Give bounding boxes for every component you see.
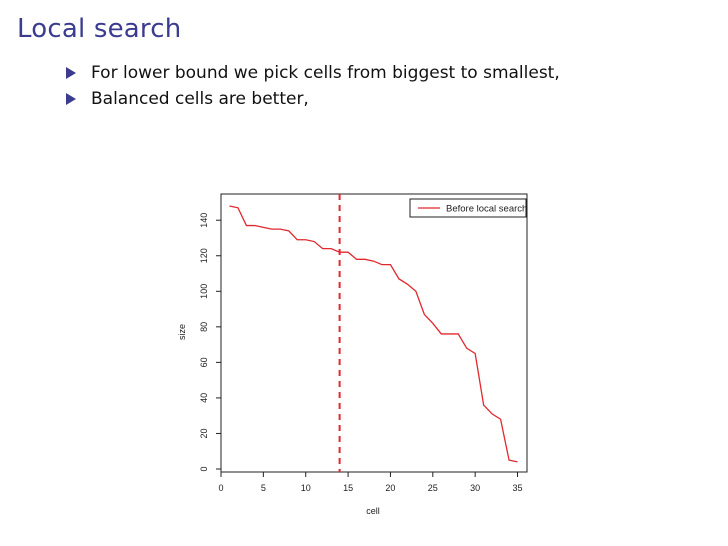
x-tick-label: 35	[513, 483, 523, 493]
legend-box	[409, 198, 527, 218]
y-tick-label: 100	[199, 284, 209, 299]
bullet-triangle-icon	[66, 67, 76, 79]
y-axis-label: size	[177, 324, 187, 340]
y-tick-label: 80	[199, 322, 209, 332]
y-tick-label: 60	[199, 357, 209, 367]
y-tick-label: 140	[199, 213, 209, 228]
legend-label: Before local search	[446, 204, 527, 215]
x-tick-label: 5	[261, 483, 266, 493]
bullet-item: For lower bound we pick cells from bigge…	[66, 60, 560, 86]
y-tick-label: 120	[199, 248, 209, 263]
slide-title: Local search	[17, 14, 182, 44]
x-tick-label: 25	[428, 483, 438, 493]
bullet-text: Balanced cells are better,	[91, 89, 309, 109]
bullet-text: For lower bound we pick cells from bigge…	[91, 63, 560, 83]
y-tick-label: 40	[199, 393, 209, 403]
series-line	[229, 205, 518, 463]
x-tick-label: 10	[301, 483, 311, 493]
bullet-list: For lower bound we pick cells from bigge…	[66, 60, 560, 112]
x-tick-label: 20	[385, 483, 395, 493]
x-tick-label: 0	[218, 483, 223, 493]
x-axis-label: cell	[366, 506, 380, 516]
plot-border	[220, 193, 528, 473]
y-tick-label: 0	[199, 466, 209, 471]
x-tick-label: 15	[343, 483, 353, 493]
y-tick-label: 20	[199, 428, 209, 438]
bullet-triangle-icon	[66, 93, 76, 105]
x-tick-label: 30	[470, 483, 480, 493]
bullet-item: Balanced cells are better,	[66, 86, 560, 112]
